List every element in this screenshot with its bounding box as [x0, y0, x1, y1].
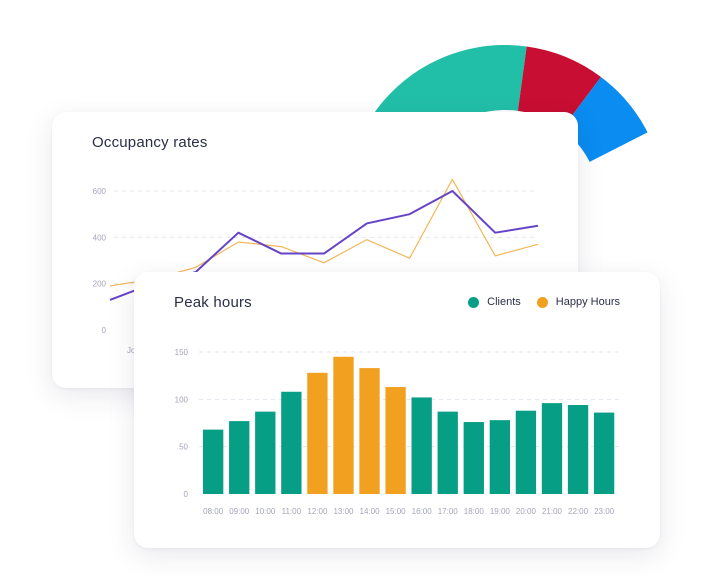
x-tick-label: 21:00: [542, 507, 563, 516]
bar-1800: [463, 422, 484, 494]
x-tick-label: 08:00: [203, 507, 224, 516]
x-tick-label: 23:00: [594, 507, 615, 516]
legend-label-clients: Clients: [487, 296, 521, 308]
bar-1700: [437, 411, 458, 494]
bar-2000: [515, 410, 537, 494]
peak-hours-title: Peak hours: [174, 294, 252, 311]
bar-1300: [333, 356, 354, 494]
donut-segment: [561, 76, 648, 162]
y-tick-label: 0: [102, 326, 107, 335]
legend-dot-clients: [468, 296, 480, 308]
x-tick-label: 22:00: [568, 507, 589, 516]
x-tick-label: 18:00: [464, 507, 485, 516]
bar-2300: [593, 412, 615, 494]
bar-0800: [203, 429, 224, 494]
y-tick-label: 150: [175, 348, 189, 357]
peak-hours-bar-chart: 0 50 100 150 08:00 09:00 10:00 11:00 12:00 13:00 1…: [175, 348, 620, 516]
bar-2200: [567, 405, 589, 494]
x-tick-label: 15:00: [386, 507, 407, 516]
legend-label-happy-hours: Happy Hours: [555, 296, 620, 308]
x-tick-label: 09:00: [229, 507, 250, 516]
bar-2100: [541, 403, 563, 494]
bar-1600: [411, 397, 432, 494]
y-tick-label: 100: [175, 395, 189, 404]
y-tick-label: 0: [184, 490, 189, 499]
y-tick-label: 200: [93, 280, 107, 289]
x-tick-label: 19:00: [490, 507, 511, 516]
chart-legend: Clients Happy Hours: [468, 296, 620, 308]
legend-dot-happy-hours: [536, 296, 548, 308]
peak-hours-card: Peak hours Clients Happy Hours 0 50 100 150…: [134, 272, 660, 548]
x-tick-label: 13:00: [333, 507, 354, 516]
y-tick-label: 600: [93, 187, 107, 196]
x-tick-label: 14:00: [360, 507, 381, 516]
x-tick-label: 16:00: [412, 507, 433, 516]
y-tick-label: 400: [93, 233, 107, 242]
legend-item-clients[interactable]: Clients: [468, 296, 521, 308]
x-tick-label: 17:00: [438, 507, 459, 516]
bar-1400: [359, 368, 380, 494]
x-tick-label: 10:00: [255, 507, 276, 516]
bar-1900: [489, 420, 511, 494]
bar-0900: [229, 421, 250, 494]
x-tick-label: 12:00: [307, 507, 328, 516]
bar-1000: [255, 411, 276, 494]
x-tick-label: 20:00: [516, 507, 537, 516]
bar-1500: [385, 387, 406, 494]
bar-1100: [281, 391, 302, 494]
legend-item-happy-hours[interactable]: Happy Hours: [536, 296, 620, 308]
occupancy-title: Occupancy rates: [92, 134, 208, 151]
occupancy-series-2: [109, 178, 539, 287]
bar-1200: [307, 372, 328, 494]
x-tick-label: 11:00: [282, 507, 302, 516]
x-tick-label: Jo: [127, 346, 136, 355]
y-tick-label: 50: [179, 443, 188, 452]
donut-segment: [517, 46, 601, 129]
